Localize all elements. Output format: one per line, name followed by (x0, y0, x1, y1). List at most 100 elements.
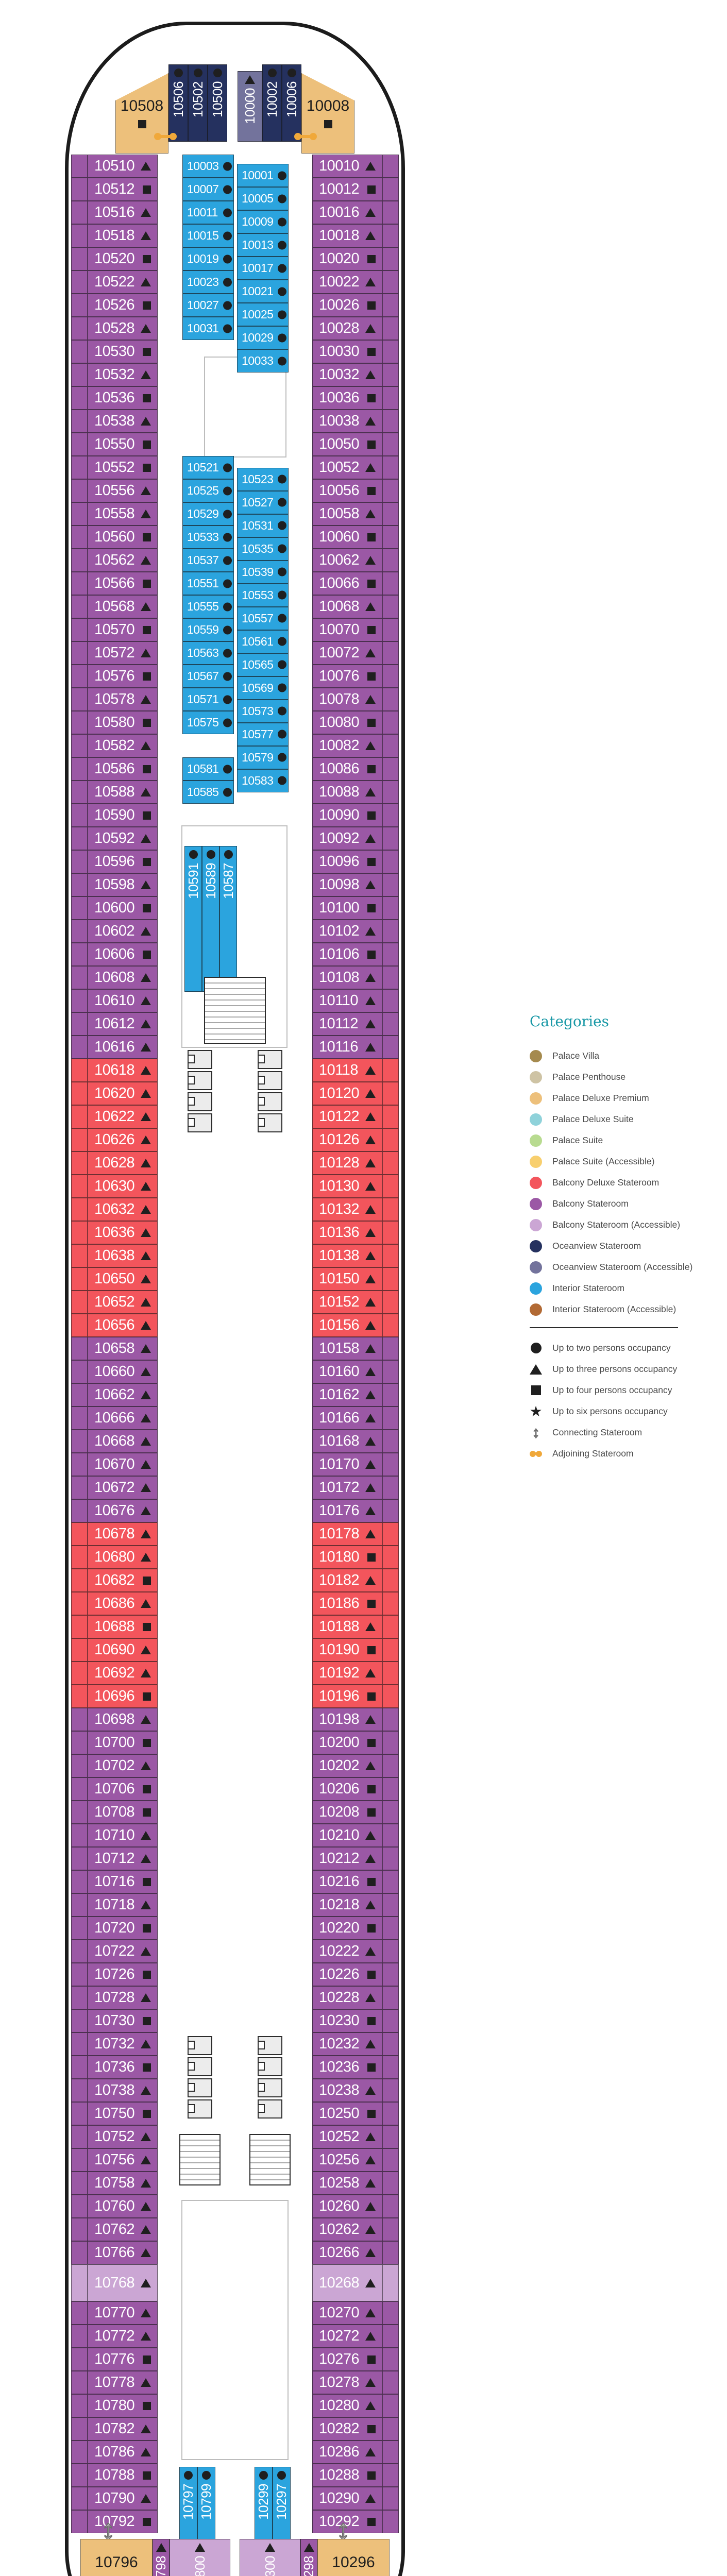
cabin-10752[interactable]: 10752 (71, 2125, 158, 2148)
cabin-10288[interactable]: 10288 (312, 2464, 399, 2487)
cabin-10702[interactable]: 10702 (71, 1754, 158, 1777)
cabin-10096[interactable]: 10096 (312, 850, 399, 873)
forward-lobby-elevator[interactable] (188, 1071, 212, 1090)
cabin-10766[interactable]: 10766 (71, 2241, 158, 2264)
cabin-10790[interactable]: 10790 (71, 2487, 158, 2510)
forward-lobby-elevator[interactable] (258, 1050, 282, 1069)
cabin-10710[interactable]: 10710 (71, 1824, 158, 1847)
cabin-10260[interactable]: 10260 (312, 2195, 399, 2218)
cabin-10726[interactable]: 10726 (71, 1963, 158, 1986)
cabin-10052[interactable]: 10052 (312, 456, 399, 479)
cabin-10056[interactable]: 10056 (312, 479, 399, 502)
cabin-10565[interactable]: 10565 (237, 653, 289, 676)
cabin-10190[interactable]: 10190 (312, 1638, 399, 1662)
cabin-10112[interactable]: 10112 (312, 1012, 399, 1036)
cabin-10018[interactable]: 10018 (312, 224, 399, 247)
cabin-10706[interactable]: 10706 (71, 1777, 158, 1801)
cabin-10577[interactable]: 10577 (237, 722, 289, 746)
cabin-10232[interactable]: 10232 (312, 2032, 399, 2056)
cabin-10750[interactable]: 10750 (71, 2102, 158, 2125)
cabin-10658[interactable]: 10658 (71, 1337, 158, 1360)
cabin-10022[interactable]: 10022 (312, 270, 399, 294)
cabin-10010[interactable]: 10010 (312, 155, 399, 178)
cabin-10760[interactable]: 10760 (71, 2195, 158, 2218)
cabin-10298[interactable]: 10298 (300, 2539, 317, 2576)
cabin-10732[interactable]: 10732 (71, 2032, 158, 2056)
cabin-10506[interactable]: 10506 (168, 64, 188, 142)
cabin-10630[interactable]: 10630 (71, 1175, 158, 1198)
cabin-10023[interactable]: 10023 (182, 270, 234, 294)
cabin-10758[interactable]: 10758 (71, 2172, 158, 2195)
cabin-10166[interactable]: 10166 (312, 1406, 399, 1430)
cabin-10527[interactable]: 10527 (237, 490, 289, 514)
cabin-10025[interactable]: 10025 (237, 303, 289, 326)
cabin-10591[interactable]: 10591 (184, 846, 202, 992)
cabin-10618[interactable]: 10618 (71, 1059, 158, 1082)
cabin-10756[interactable]: 10756 (71, 2148, 158, 2172)
aft-lobby-elevator[interactable] (188, 2057, 212, 2076)
cabin-10686[interactable]: 10686 (71, 1592, 158, 1615)
cabin-10581[interactable]: 10581 (182, 757, 234, 781)
cabin-10226[interactable]: 10226 (312, 1963, 399, 1986)
cabin-10130[interactable]: 10130 (312, 1175, 399, 1198)
cabin-10200[interactable]: 10200 (312, 1731, 399, 1754)
cabin-10007[interactable]: 10007 (182, 178, 234, 201)
cabin-10776[interactable]: 10776 (71, 2348, 158, 2371)
cabin-10502[interactable]: 10502 (188, 64, 208, 142)
cabin-10652[interactable]: 10652 (71, 1291, 158, 1314)
cabin-10170[interactable]: 10170 (312, 1453, 399, 1476)
cabin-10256[interactable]: 10256 (312, 2148, 399, 2172)
cabin-10650[interactable]: 10650 (71, 1267, 158, 1291)
cabin-10666[interactable]: 10666 (71, 1406, 158, 1430)
cabin-10782[interactable]: 10782 (71, 2417, 158, 2441)
cabin-10072[interactable]: 10072 (312, 641, 399, 665)
cabin-10568[interactable]: 10568 (71, 595, 158, 618)
cabin-10000[interactable]: 10000 (238, 71, 262, 142)
cabin-10110[interactable]: 10110 (312, 989, 399, 1012)
cabin-10792[interactable]: 10792 (71, 2510, 158, 2533)
aft-lobby-elevator[interactable] (258, 2099, 282, 2119)
cabin-10032[interactable]: 10032 (312, 363, 399, 386)
cabin-10589[interactable]: 10589 (202, 846, 219, 992)
cabin-10216[interactable]: 10216 (312, 1870, 399, 1893)
cabin-10236[interactable]: 10236 (312, 2056, 399, 2079)
cabin-10186[interactable]: 10186 (312, 1592, 399, 1615)
cabin-10553[interactable]: 10553 (237, 583, 289, 607)
cabin-10537[interactable]: 10537 (182, 549, 234, 572)
cabin-10672[interactable]: 10672 (71, 1476, 158, 1499)
cabin-10060[interactable]: 10060 (312, 526, 399, 549)
cabin-10772[interactable]: 10772 (71, 2325, 158, 2348)
cabin-10296[interactable]: 10296 (317, 2539, 390, 2576)
cabin-10180[interactable]: 10180 (312, 1546, 399, 1569)
cabin-10660[interactable]: 10660 (71, 1360, 158, 1383)
cabin-10272[interactable]: 10272 (312, 2325, 399, 2348)
cabin-10008[interactable]: 10008 (301, 73, 354, 154)
cabin-10152[interactable]: 10152 (312, 1291, 399, 1314)
cabin-10736[interactable]: 10736 (71, 2056, 158, 2079)
cabin-10676[interactable]: 10676 (71, 1499, 158, 1522)
cabin-10572[interactable]: 10572 (71, 641, 158, 665)
aft-lobby-elevator[interactable] (188, 2036, 212, 2055)
cabin-10762[interactable]: 10762 (71, 2218, 158, 2241)
cabin-10656[interactable]: 10656 (71, 1314, 158, 1337)
cabin-10570[interactable]: 10570 (71, 618, 158, 641)
cabin-10300[interactable]: 10300 (240, 2539, 300, 2576)
cabin-10690[interactable]: 10690 (71, 1638, 158, 1662)
cabin-10678[interactable]: 10678 (71, 1522, 158, 1546)
cabin-10028[interactable]: 10028 (312, 317, 399, 340)
cabin-10778[interactable]: 10778 (71, 2371, 158, 2394)
cabin-10720[interactable]: 10720 (71, 1917, 158, 1940)
cabin-10608[interactable]: 10608 (71, 966, 158, 989)
cabin-10557[interactable]: 10557 (237, 606, 289, 630)
forward-lobby-elevator[interactable] (258, 1071, 282, 1090)
cabin-10708[interactable]: 10708 (71, 1801, 158, 1824)
cabin-10286[interactable]: 10286 (312, 2441, 399, 2464)
cabin-10033[interactable]: 10033 (237, 349, 289, 372)
cabin-10606[interactable]: 10606 (71, 943, 158, 966)
cabin-10017[interactable]: 10017 (237, 257, 289, 280)
cabin-10670[interactable]: 10670 (71, 1453, 158, 1476)
cabin-10575[interactable]: 10575 (182, 711, 234, 734)
cabin-10585[interactable]: 10585 (182, 781, 234, 804)
cabin-10523[interactable]: 10523 (237, 467, 289, 491)
cabin-10682[interactable]: 10682 (71, 1569, 158, 1592)
